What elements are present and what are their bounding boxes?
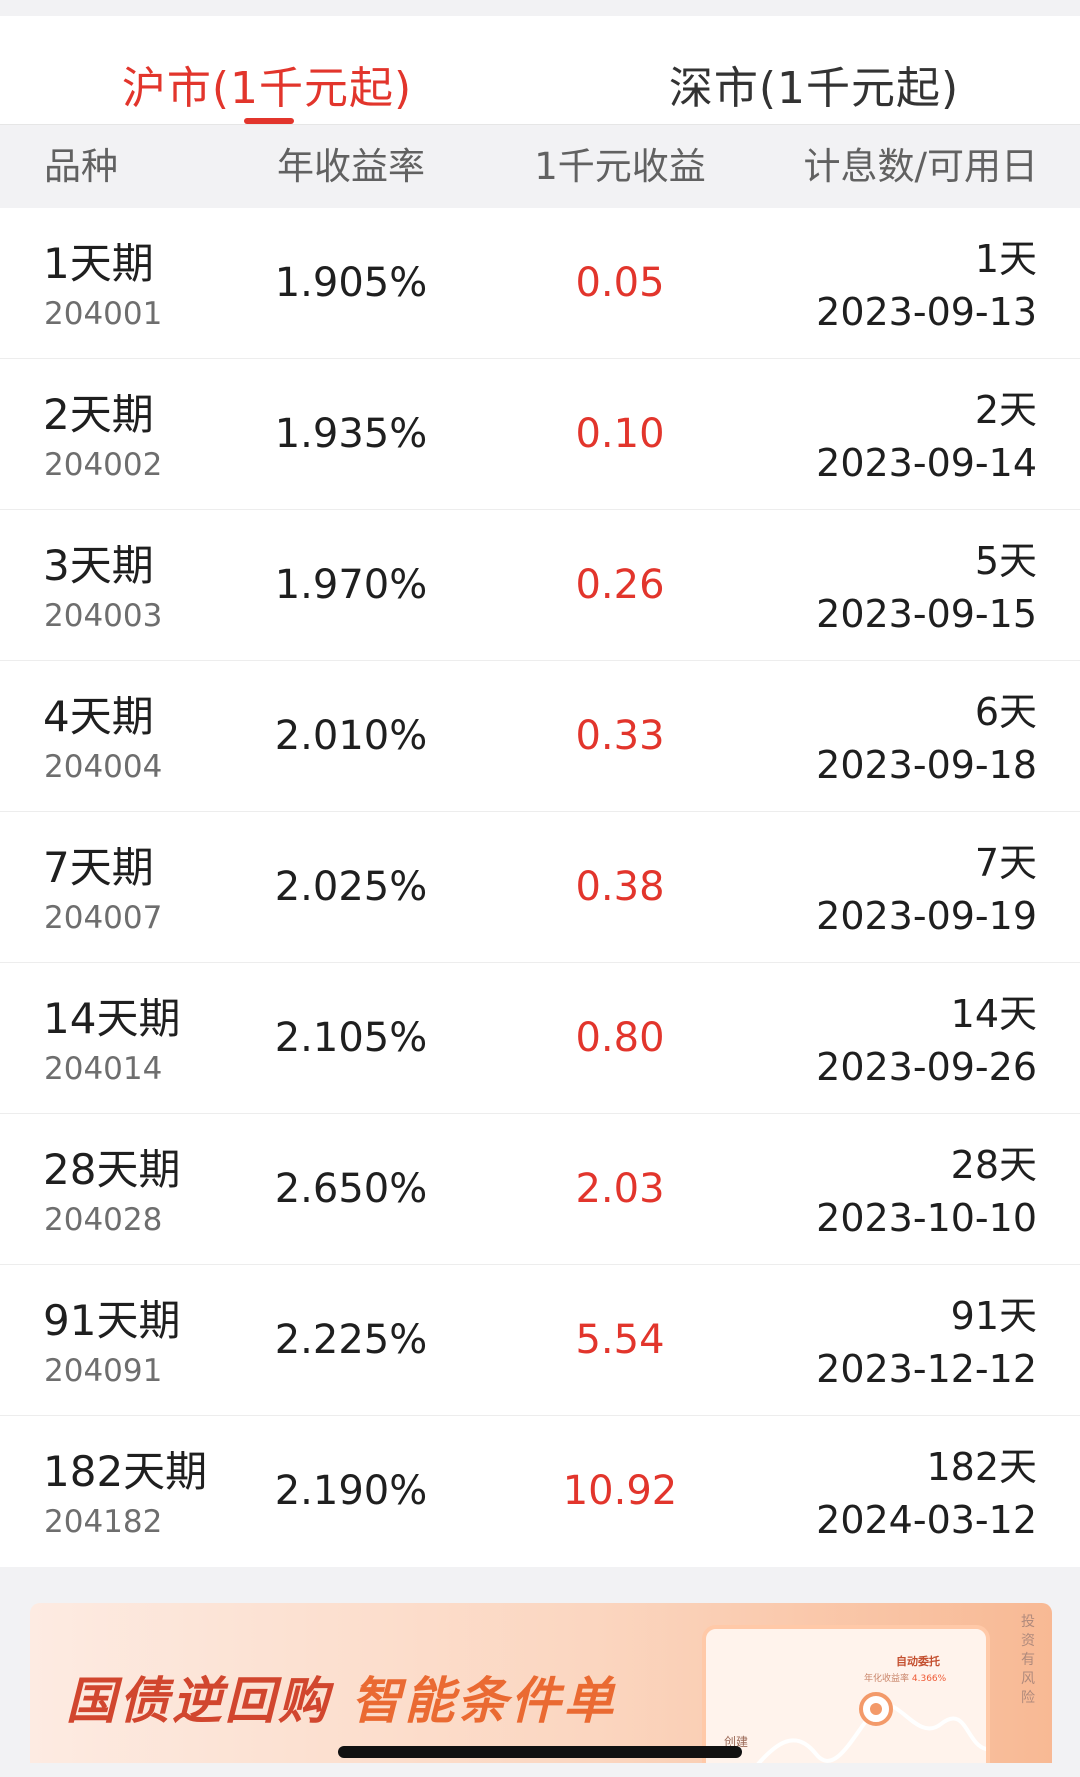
income-value: 10.92 bbox=[562, 1468, 678, 1514]
available-date: 2024-03-12 bbox=[816, 1498, 1037, 1542]
available-date: 2023-10-10 bbox=[816, 1196, 1037, 1240]
banner-illustration-card: 自动委托 年化收益率 4.366% 创建 bbox=[702, 1625, 990, 1763]
tab-shanghai-label: 沪市(1千元起) bbox=[121, 63, 413, 114]
table-row[interactable]: 7天期 204007 2.025% 0.38 7天 2023-09-19 bbox=[0, 812, 1080, 963]
table-row[interactable]: 91天期 204091 2.225% 5.54 91天 2023-12-12 bbox=[0, 1265, 1080, 1416]
income-value: 0.10 bbox=[575, 411, 665, 457]
available-date: 2023-12-12 bbox=[816, 1347, 1037, 1391]
product-code: 204091 bbox=[44, 1353, 163, 1389]
trend-curve-icon bbox=[756, 1692, 986, 1763]
annual-rate: 2.025% bbox=[274, 864, 428, 910]
period-label: 91天期 bbox=[43, 1296, 181, 1345]
period-label: 4天期 bbox=[43, 692, 154, 741]
banner-create-label: 创建 bbox=[724, 1735, 749, 1749]
income-value: 0.05 bbox=[575, 260, 665, 306]
top-strip bbox=[0, 0, 1080, 16]
annual-rate: 2.010% bbox=[274, 713, 428, 759]
product-code: 204004 bbox=[44, 749, 163, 785]
interest-days: 5天 bbox=[974, 539, 1037, 583]
table-row[interactable]: 2天期 204002 1.935% 0.10 2天 2023-09-14 bbox=[0, 359, 1080, 510]
available-date: 2023-09-18 bbox=[816, 743, 1037, 787]
income-value: 0.38 bbox=[575, 864, 665, 910]
income-value: 0.33 bbox=[575, 713, 665, 759]
table-row[interactable]: 14天期 204014 2.105% 0.80 14天 2023-09-26 bbox=[0, 963, 1080, 1114]
period-label: 7天期 bbox=[43, 843, 154, 892]
annual-rate: 2.190% bbox=[274, 1468, 428, 1514]
period-label: 1天期 bbox=[43, 239, 154, 288]
available-date: 2023-09-19 bbox=[816, 894, 1037, 938]
period-label: 14天期 bbox=[43, 994, 181, 1043]
banner-title: 国债逆回购 智能条件单 bbox=[66, 1661, 616, 1733]
annual-rate: 1.905% bbox=[274, 260, 428, 306]
period-label: 2天期 bbox=[43, 390, 154, 439]
annual-rate: 1.935% bbox=[274, 411, 428, 457]
product-code: 204002 bbox=[44, 447, 163, 483]
product-code: 204028 bbox=[44, 1202, 163, 1238]
header-variety: 品种 bbox=[44, 145, 118, 188]
period-label: 182天期 bbox=[43, 1447, 208, 1496]
risk-warning-text: 投资有风险 bbox=[1021, 1614, 1035, 1706]
available-date: 2023-09-15 bbox=[816, 592, 1037, 636]
income-value: 5.54 bbox=[575, 1317, 665, 1363]
market-tabs: 沪市(1千元起) 深市(1千元起) bbox=[0, 16, 1080, 124]
active-tab-indicator bbox=[244, 118, 294, 124]
header-annual-rate: 年收益率 bbox=[277, 145, 425, 188]
annual-rate: 2.225% bbox=[274, 1317, 428, 1363]
banner-area: 国债逆回购 智能条件单 自动委托 年化收益率 4.366% 创建 投资有风险 bbox=[0, 1568, 1080, 1777]
banner-card-title: 自动委托 bbox=[896, 1655, 940, 1668]
banner-card-rate: 4.366% bbox=[911, 1674, 947, 1684]
annual-rate: 1.970% bbox=[274, 562, 428, 608]
product-code: 204003 bbox=[44, 598, 163, 634]
income-value: 0.80 bbox=[575, 1015, 665, 1061]
table-row[interactable]: 3天期 204003 1.970% 0.26 5天 2023-09-15 bbox=[0, 510, 1080, 661]
header-interest-days: 计息数/可用日 bbox=[803, 145, 1038, 188]
table-row[interactable]: 28天期 204028 2.650% 2.03 28天 2023-10-10 bbox=[0, 1114, 1080, 1265]
product-code: 204001 bbox=[44, 296, 163, 332]
interest-days: 1天 bbox=[974, 237, 1037, 281]
annual-rate: 2.105% bbox=[274, 1015, 428, 1061]
interest-days: 28天 bbox=[950, 1143, 1037, 1187]
product-code: 204007 bbox=[44, 900, 163, 936]
repo-table: 1天期 204001 1.905% 0.05 1天 2023-09-13 2天期… bbox=[0, 208, 1080, 1567]
product-code: 204014 bbox=[44, 1051, 163, 1087]
tab-shenzhen[interactable]: 深市(1千元起) bbox=[540, 16, 1080, 124]
available-date: 2023-09-14 bbox=[816, 441, 1037, 485]
home-indicator bbox=[338, 1746, 742, 1758]
table-row[interactable]: 182天期 204182 2.190% 10.92 182天 2024-03-1… bbox=[0, 1416, 1080, 1567]
period-label: 3天期 bbox=[43, 541, 154, 590]
interest-days: 182天 bbox=[926, 1445, 1037, 1489]
interest-days: 7天 bbox=[974, 841, 1037, 885]
product-code: 204182 bbox=[44, 1504, 163, 1540]
income-value: 2.03 bbox=[575, 1166, 665, 1212]
banner-title-part2: 智能条件单 bbox=[351, 1672, 617, 1730]
available-date: 2023-09-13 bbox=[816, 290, 1037, 334]
period-label: 28天期 bbox=[43, 1145, 181, 1194]
tab-shanghai[interactable]: 沪市(1千元起) bbox=[0, 16, 540, 124]
tab-shenzhen-label: 深市(1千元起) bbox=[668, 63, 960, 114]
income-value: 0.26 bbox=[575, 562, 665, 608]
interest-days: 6天 bbox=[974, 690, 1037, 734]
available-date: 2023-09-26 bbox=[816, 1045, 1037, 1089]
table-row[interactable]: 4天期 204004 2.010% 0.33 6天 2023-09-18 bbox=[0, 661, 1080, 812]
banner-card-subtitle-label: 年化收益率 bbox=[864, 1674, 910, 1684]
interest-days: 14天 bbox=[950, 992, 1037, 1036]
interest-days: 2天 bbox=[974, 388, 1037, 432]
table-header: 品种 年收益率 1千元收益 计息数/可用日 bbox=[0, 124, 1080, 208]
table-row[interactable]: 1天期 204001 1.905% 0.05 1天 2023-09-13 bbox=[0, 208, 1080, 359]
interest-days: 91天 bbox=[950, 1294, 1037, 1338]
smart-order-banner[interactable]: 国债逆回购 智能条件单 自动委托 年化收益率 4.366% 创建 投资有风险 bbox=[30, 1603, 1052, 1763]
annual-rate: 2.650% bbox=[274, 1166, 428, 1212]
banner-card-subtitle: 年化收益率 4.366% bbox=[864, 1671, 946, 1684]
header-income-per-thousand: 1千元收益 bbox=[534, 145, 706, 188]
banner-title-part1: 国债逆回购 bbox=[66, 1672, 331, 1730]
